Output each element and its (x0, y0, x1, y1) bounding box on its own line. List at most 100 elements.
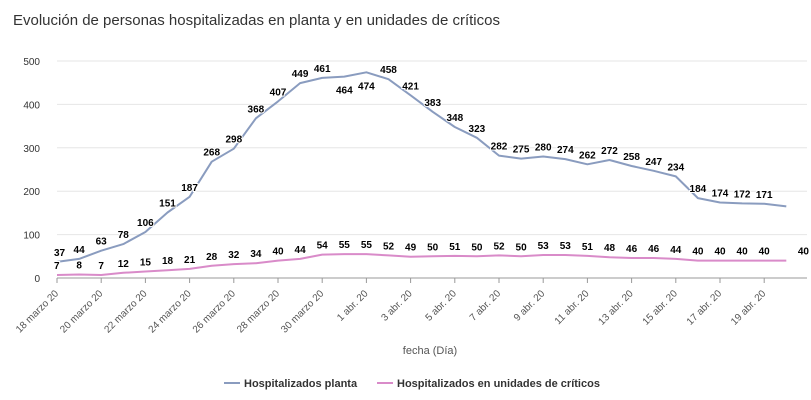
data-label-criticos: 46 (648, 244, 660, 255)
data-label-criticos: 44 (295, 245, 307, 256)
grid-layer (57, 60, 807, 279)
data-label-criticos: 12 (118, 259, 130, 270)
data-label-planta: 172 (734, 189, 751, 200)
x-tick-label: 3 abr. 20 (379, 288, 415, 324)
x-tick-label: 24 marzo 20 (147, 288, 194, 335)
y-tick-label: 400 (23, 100, 40, 111)
data-label-criticos: 21 (184, 255, 196, 266)
data-label-planta: 323 (469, 124, 486, 135)
data-label-criticos: 7 (54, 261, 60, 272)
x-tick-label: 15 abr. 20 (641, 288, 681, 328)
data-label-criticos: 40 (692, 247, 704, 258)
data-label-planta: 383 (424, 98, 441, 109)
data-label-planta: 368 (248, 104, 265, 115)
data-label-criticos: 44 (670, 245, 682, 256)
data-label-criticos: 34 (250, 249, 262, 260)
data-label-planta: 258 (623, 152, 640, 163)
data-label-criticos: 40 (737, 247, 749, 258)
data-label-planta: 348 (446, 113, 463, 124)
x-tick-label: 17 abr. 20 (685, 288, 725, 328)
data-label-planta: 184 (690, 184, 707, 195)
x-tick-label: 20 marzo 20 (58, 288, 105, 335)
data-label-criticos: 53 (560, 241, 572, 252)
data-label-criticos: 40 (272, 247, 284, 258)
legend-item-criticos[interactable]: Hospitalizados en unidades de críticos (377, 378, 600, 390)
y-tick-label: 0 (34, 274, 40, 285)
data-label-criticos: 40 (714, 247, 726, 258)
data-label-criticos: 32 (228, 250, 240, 261)
data-label-criticos: 7 (98, 261, 104, 272)
data-label-criticos: 54 (317, 241, 329, 252)
data-label-planta: 275 (513, 145, 530, 156)
x-tick-label: 22 marzo 20 (102, 288, 149, 335)
legend-label-criticos: Hospitalizados en unidades de críticos (397, 378, 600, 390)
data-label-criticos: 50 (516, 242, 528, 253)
data-label-planta: 247 (645, 157, 662, 168)
data-label-criticos: 15 (140, 257, 152, 268)
data-label-planta: 174 (712, 188, 729, 199)
x-tick-label: 13 abr. 20 (596, 288, 636, 328)
y-tick-label: 200 (23, 187, 40, 198)
series-line-criticos[interactable] (56, 253, 787, 276)
data-label-planta: 37 (54, 248, 66, 259)
x-tick-label: 19 abr. 20 (729, 288, 769, 328)
data-label-planta: 274 (557, 145, 574, 156)
x-tick-label: 18 marzo 20 (14, 288, 61, 335)
y-tick-label: 500 (23, 57, 40, 68)
x-tick-label: 7 abr. 20 (468, 288, 504, 324)
data-label-criticos: 49 (405, 243, 417, 254)
x-tick-label: 28 marzo 20 (235, 288, 282, 335)
data-label-planta: 461 (314, 64, 331, 75)
data-label-criticos: 50 (427, 242, 439, 253)
data-label-planta: 280 (535, 142, 552, 153)
x-tick-label: 5 abr. 20 (424, 288, 460, 324)
series-layer (56, 71, 787, 276)
data-label-planta: 282 (491, 142, 508, 153)
data-label-criticos: 46 (626, 244, 638, 255)
data-label-planta: 171 (756, 190, 773, 201)
chart-title: Evolución de personas hospitalizadas en … (13, 12, 500, 29)
data-label-criticos: 52 (383, 241, 395, 252)
data-label-planta: 458 (380, 65, 397, 76)
x-tick-label: 1 abr. 20 (335, 288, 371, 324)
data-label-planta: 421 (402, 81, 419, 92)
series-line-planta[interactable] (56, 71, 787, 263)
y-tick-label: 100 (23, 231, 40, 242)
data-label-criticos: 8 (76, 261, 82, 272)
x-tick-label: 26 marzo 20 (191, 288, 238, 335)
legend-label-planta: Hospitalizados planta (244, 378, 358, 390)
data-label-planta: 449 (292, 69, 309, 80)
data-label-planta: 464 (336, 86, 353, 97)
data-label-planta: 78 (118, 230, 130, 241)
x-axis-title: fecha (Día) (403, 345, 457, 357)
data-label-criticos: 51 (449, 242, 461, 253)
x-tick-label: 11 abr. 20 (553, 288, 592, 327)
data-label-criticos: 48 (604, 243, 616, 254)
data-label-criticos: 28 (206, 252, 218, 263)
data-label-planta: 474 (358, 81, 375, 92)
data-label-planta: 63 (96, 237, 108, 248)
data-label-criticos: 18 (162, 256, 174, 267)
data-label-planta: 298 (225, 135, 242, 146)
data-label-criticos: 53 (538, 241, 550, 252)
data-label-criticos: 55 (361, 240, 373, 251)
data-label-criticos: 40 (759, 247, 771, 258)
data-label-planta: 272 (601, 146, 618, 157)
y-tick-label: 300 (23, 144, 40, 155)
legend-item-planta[interactable]: Hospitalizados planta (224, 378, 358, 390)
data-label-criticos: 52 (493, 241, 505, 252)
data-label-planta: 151 (159, 198, 176, 209)
data-label-planta: 234 (667, 162, 684, 173)
data-label-planta: 44 (74, 245, 86, 256)
data-label-criticos: 40 (798, 247, 810, 258)
data-label-planta: 187 (181, 183, 198, 194)
data-label-planta: 262 (579, 150, 596, 161)
data-label-criticos: 55 (339, 240, 351, 251)
legend: Hospitalizados planta Hospitalizados en … (224, 378, 600, 390)
x-tick-label: 9 abr. 20 (512, 288, 548, 324)
x-tick-label: 30 marzo 20 (279, 288, 326, 335)
data-label-planta: 106 (137, 218, 154, 229)
